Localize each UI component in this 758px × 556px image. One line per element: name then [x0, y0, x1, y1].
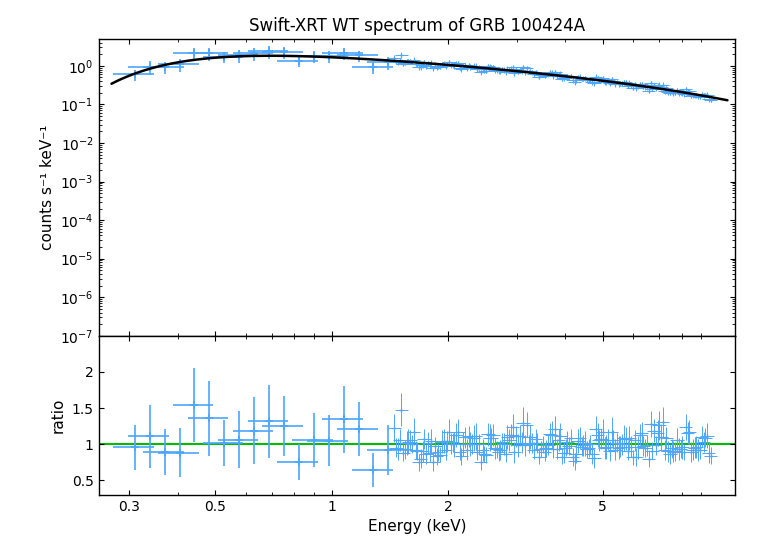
Title: Swift-XRT WT spectrum of GRB 100424A: Swift-XRT WT spectrum of GRB 100424A — [249, 17, 585, 34]
Y-axis label: ratio: ratio — [51, 398, 66, 433]
Y-axis label: counts s⁻¹ keV⁻¹: counts s⁻¹ keV⁻¹ — [39, 125, 55, 250]
X-axis label: Energy (keV): Energy (keV) — [368, 519, 466, 534]
